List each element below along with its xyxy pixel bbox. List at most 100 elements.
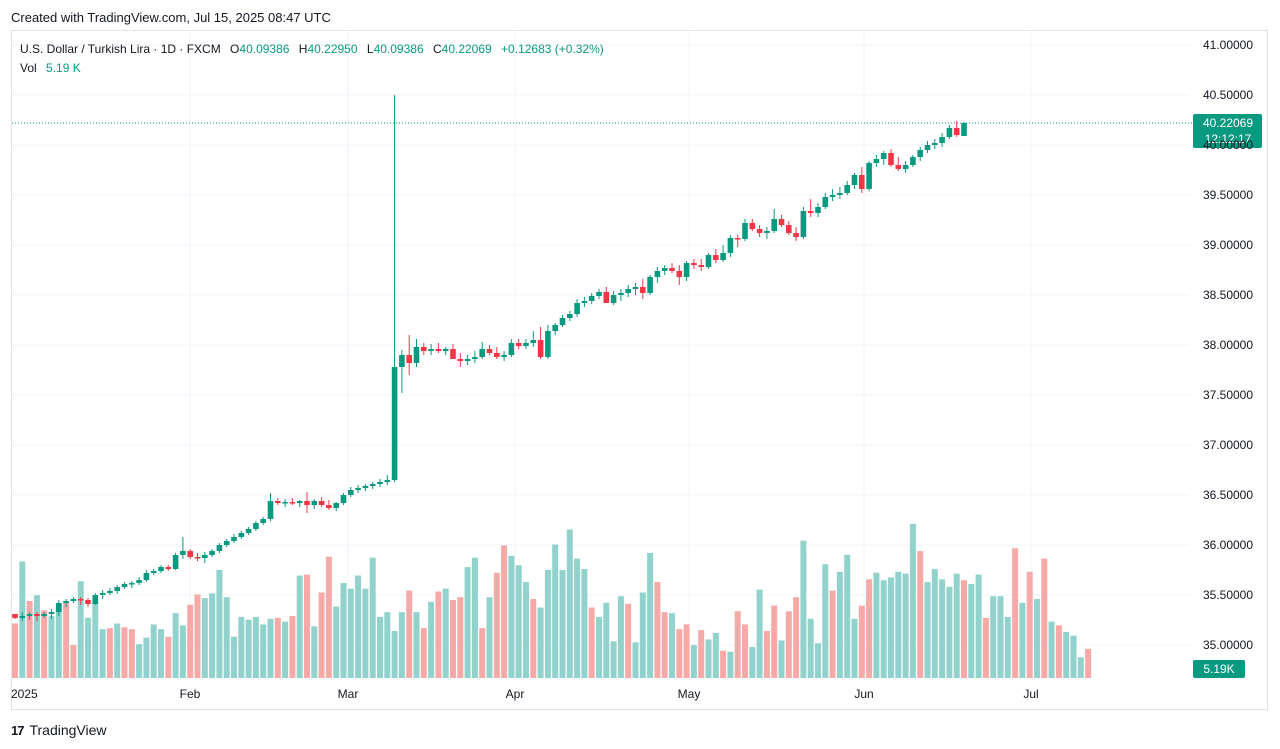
grid-lines <box>12 30 1190 680</box>
y-tick-label: 39.00000 <box>1203 238 1253 252</box>
volume-bar <box>632 642 639 678</box>
candle-body <box>822 197 829 207</box>
volume-bar <box>1019 602 1026 678</box>
candle-body <box>355 488 361 490</box>
candle-body <box>574 303 580 314</box>
candle-body <box>41 614 47 616</box>
candle-body <box>348 490 354 495</box>
legend-open-value: 40.09386 <box>239 42 290 56</box>
y-tick-label: 40.50000 <box>1203 88 1253 102</box>
candle-body <box>764 231 770 233</box>
candle-body <box>552 325 558 331</box>
y-tick-label: 37.00000 <box>1203 438 1253 452</box>
last-price-line: 40.22069 12:12:17 5.19K <box>12 114 1262 678</box>
volume-bar <box>55 604 62 678</box>
volume-badge-label: 5.19K <box>1203 662 1234 676</box>
candle-body <box>508 343 515 355</box>
candle-body <box>70 599 77 601</box>
volume-bar <box>683 624 690 678</box>
candle-body <box>406 355 412 363</box>
y-axis: 41.00000 40.50000 40.00000 39.50000 39.00000… <box>1203 38 1253 652</box>
volume-bar <box>92 602 99 678</box>
volume-bar <box>647 552 654 678</box>
volume-bar <box>785 611 792 678</box>
volume-bar <box>822 564 829 678</box>
candle-body <box>326 505 332 508</box>
candle-body <box>136 580 142 583</box>
candle-body <box>275 501 281 503</box>
candle-body <box>464 359 471 361</box>
candle-body <box>34 614 40 616</box>
volume-bar <box>391 631 398 678</box>
volume-bar <box>990 596 997 678</box>
candle-body <box>778 219 785 225</box>
chart-frame[interactable] <box>11 30 1268 710</box>
candle-body <box>318 501 325 505</box>
x-tick-label: Mar <box>338 687 359 701</box>
candle-body <box>377 482 383 484</box>
volume-bar <box>143 637 150 678</box>
volume-bar <box>793 597 800 678</box>
volume-bar <box>763 631 770 678</box>
candle-body <box>523 343 529 346</box>
volume-bar <box>698 630 705 678</box>
candle-body <box>12 614 18 618</box>
candle-body <box>494 353 500 357</box>
legend-high-label: H <box>298 42 308 56</box>
volume-bar <box>523 582 529 678</box>
volume-bar <box>333 606 340 678</box>
candle-body <box>932 143 938 145</box>
candle-body <box>165 567 172 569</box>
volume-bar <box>1063 631 1070 678</box>
volume-bar <box>33 595 40 678</box>
volume-bar <box>187 604 194 678</box>
volume-bar <box>413 612 420 678</box>
legend-vol-label[interactable]: Vol <box>20 61 37 75</box>
tradingview-brand[interactable]: 17 TradingView <box>11 722 107 738</box>
candle-body <box>150 571 157 573</box>
volume-bar <box>179 625 186 678</box>
candle-body <box>479 349 485 357</box>
candle-body <box>253 523 259 529</box>
candle-body <box>625 289 631 293</box>
candle-body <box>567 314 573 318</box>
volume-bar <box>537 607 544 678</box>
volume-bar <box>274 617 281 678</box>
candle-body <box>333 503 339 508</box>
candle-body <box>245 529 252 533</box>
volume-bar <box>617 596 624 678</box>
volume-bar <box>340 583 347 678</box>
last-price-badge <box>1193 114 1262 148</box>
volume-bar <box>318 592 325 678</box>
candle-body <box>837 193 843 195</box>
volume-bar <box>552 544 559 678</box>
legend-symbol[interactable]: U.S. Dollar / Turkish Lira · 1D · FXCM <box>20 42 221 56</box>
legend-low-value: 40.09386 <box>373 42 424 56</box>
volume-bar <box>114 623 121 678</box>
candle-body <box>107 591 113 593</box>
volume-bar <box>712 632 719 678</box>
y-tick-label: 36.50000 <box>1203 488 1253 502</box>
volume-bar <box>968 584 975 678</box>
candle-body <box>727 238 734 253</box>
volume-bar <box>771 605 778 678</box>
y-tick-label: 35.50000 <box>1203 588 1253 602</box>
x-tick-label: Feb <box>180 687 201 701</box>
candle-body <box>632 287 639 289</box>
candle-body <box>180 551 186 555</box>
volume-bar <box>369 557 376 678</box>
countdown-label: 12:12:17 <box>1205 132 1252 146</box>
candle-body <box>859 175 865 189</box>
volume-bar <box>223 597 230 678</box>
x-tick-label: May <box>678 687 701 701</box>
volume-bar <box>931 568 938 678</box>
volume-bar <box>902 573 909 678</box>
candle-body <box>902 165 909 169</box>
candle-body <box>304 501 310 505</box>
candle-body <box>194 557 201 559</box>
volume-bar <box>596 616 602 678</box>
candle-body <box>172 555 179 569</box>
volume-bar <box>450 599 456 678</box>
volume-bar <box>888 577 894 678</box>
